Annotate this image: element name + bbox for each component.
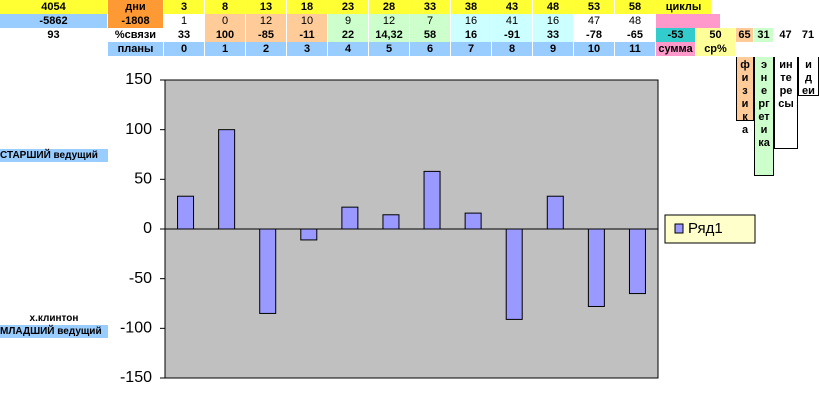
bar — [505, 228, 523, 320]
cell — [656, 14, 720, 28]
row-label: СТАРШИЙ ведущий — [0, 149, 108, 162]
bar — [259, 228, 277, 314]
cell: 2 — [246, 42, 287, 56]
cell: ср% — [696, 42, 736, 56]
cell: 16 — [451, 14, 492, 28]
cell: 10 — [574, 42, 615, 56]
cell: сумма — [656, 42, 696, 56]
cell: 50 — [696, 28, 736, 42]
cell: 7 — [451, 42, 492, 56]
cell: 13 — [246, 0, 287, 14]
bar — [628, 228, 646, 295]
y-tick-label: 150 — [125, 71, 152, 88]
bar — [423, 170, 441, 230]
cell: 3 — [164, 0, 205, 14]
legend-swatch — [674, 223, 684, 234]
cell: -78 — [574, 28, 615, 42]
y-tick-label: 50 — [134, 171, 152, 188]
cell: 11 — [615, 42, 656, 56]
cell: 93 — [0, 28, 108, 42]
cell: 18 — [287, 0, 328, 14]
vertical-label: идеи — [798, 57, 819, 97]
bar — [177, 195, 195, 230]
cell: 10 — [287, 14, 328, 28]
cell: 7 — [410, 14, 451, 28]
cell: 58 — [615, 0, 656, 14]
cell: 53 — [574, 0, 615, 14]
cell: 100 — [205, 28, 246, 42]
cell: 47 — [774, 28, 798, 42]
vertical-label: физика — [736, 57, 754, 136]
row-label: МЛАДШИЙ ведущий — [0, 325, 108, 338]
cell: 47 — [574, 14, 615, 28]
cell: 5 — [369, 42, 410, 56]
cell: 4 — [328, 42, 369, 56]
cell: 38 — [451, 0, 492, 14]
cell: -91 — [492, 28, 533, 42]
cell: -53 — [656, 28, 696, 42]
y-tick-label: -150 — [120, 369, 152, 386]
cell: 3 — [287, 42, 328, 56]
cell: циклы — [656, 0, 712, 14]
cell: 1 — [164, 14, 205, 28]
cell: 65 — [736, 28, 754, 42]
y-tick-label: -50 — [129, 270, 152, 287]
cell: 33 — [533, 28, 574, 42]
cell: 12 — [246, 14, 287, 28]
bar — [382, 214, 400, 230]
cell: 48 — [615, 14, 656, 28]
cell: 28 — [369, 0, 410, 14]
cell: -1808 — [108, 14, 164, 28]
cell: 8 — [492, 42, 533, 56]
cell: 23 — [328, 0, 369, 14]
cell: 9 — [328, 14, 369, 28]
cell: 6 — [410, 42, 451, 56]
cell: 0 — [205, 14, 246, 28]
cell: -65 — [615, 28, 656, 42]
cell: -11 — [287, 28, 328, 42]
cell: 16 — [451, 28, 492, 42]
cell: -85 — [246, 28, 287, 42]
bar — [218, 129, 236, 230]
cell: 14,32 — [369, 28, 410, 42]
cell: 16 — [533, 14, 574, 28]
cell: 12 — [369, 14, 410, 28]
bar — [546, 195, 564, 230]
bar — [464, 212, 482, 230]
cell: 9 — [533, 42, 574, 56]
y-tick-label: -100 — [120, 320, 152, 337]
y-tick-label: 0 — [143, 220, 152, 237]
cell: дни — [108, 0, 164, 14]
cell: %связи — [108, 28, 164, 42]
cell: 43 — [492, 0, 533, 14]
cell: 31 — [754, 28, 774, 42]
cell: 33 — [410, 0, 451, 14]
cell: 33 — [164, 28, 205, 42]
vertical-label: энергетика — [754, 57, 774, 176]
cell: планы — [108, 42, 164, 56]
y-tick-label: 100 — [125, 121, 152, 138]
bar — [300, 228, 318, 241]
cell: -5862 — [0, 14, 108, 28]
cell: 41 — [492, 14, 533, 28]
legend-label: Ряд1 — [688, 220, 723, 237]
row-label: х.клинтон — [29, 313, 79, 324]
cell: 58 — [410, 28, 451, 42]
cell: 8 — [205, 0, 246, 14]
cell: 0 — [164, 42, 205, 56]
bar — [587, 228, 605, 307]
cell: 48 — [533, 0, 574, 14]
cell: 4054 — [0, 0, 108, 14]
cell: 1 — [205, 42, 246, 56]
cell: 71 — [798, 28, 819, 42]
cell: 22 — [328, 28, 369, 42]
vertical-label: интересы — [774, 57, 798, 149]
bar — [341, 206, 359, 230]
